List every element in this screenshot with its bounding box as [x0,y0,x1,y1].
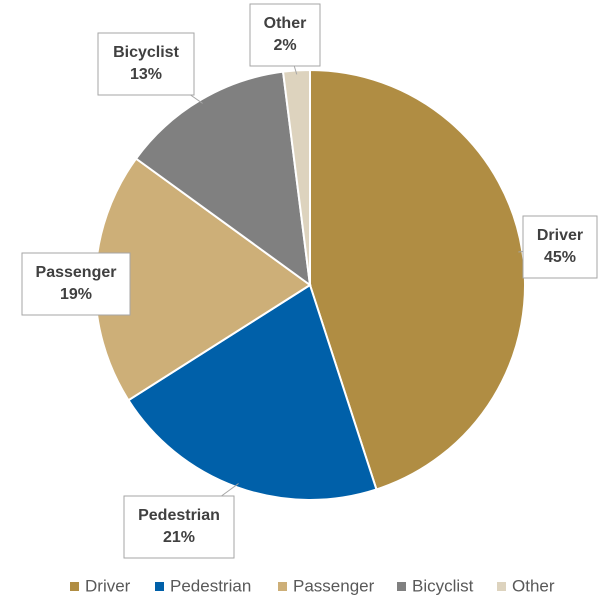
leader-line [518,250,524,253]
pie-slice [127,283,378,501]
data-label-name: Other [264,15,307,32]
leader-line [293,65,298,75]
pie-slice [281,68,311,286]
legend-swatch [397,582,406,591]
label-box [522,215,598,279]
legend-swatch [70,582,79,591]
label-box [21,252,131,316]
data-label: 45% [544,249,576,266]
data-label: 21% [163,529,195,546]
data-label: 2% [273,37,296,54]
label-box [249,3,321,67]
data-label: 19% [60,286,92,303]
leader-line [221,483,239,497]
legend-label: Driver [85,576,131,595]
data-label-name: Bicyclist [113,44,179,61]
label-box [123,495,235,559]
legend-swatch [497,582,506,591]
legend-swatch [155,582,164,591]
data-label: 13% [130,66,162,83]
legend-swatch [278,582,287,591]
legend-label: Pedestrian [170,576,251,595]
data-label-name: Passenger [36,264,117,281]
data-label-name: Pedestrian [138,507,220,524]
legend-label: Passenger [293,576,375,595]
legend-label: Bicyclist [412,576,474,595]
legend-label: Other [512,576,555,595]
data-label-name: Driver [537,227,583,244]
label-box [97,32,195,96]
pie-slice [134,70,312,288]
leader-line [190,94,203,104]
